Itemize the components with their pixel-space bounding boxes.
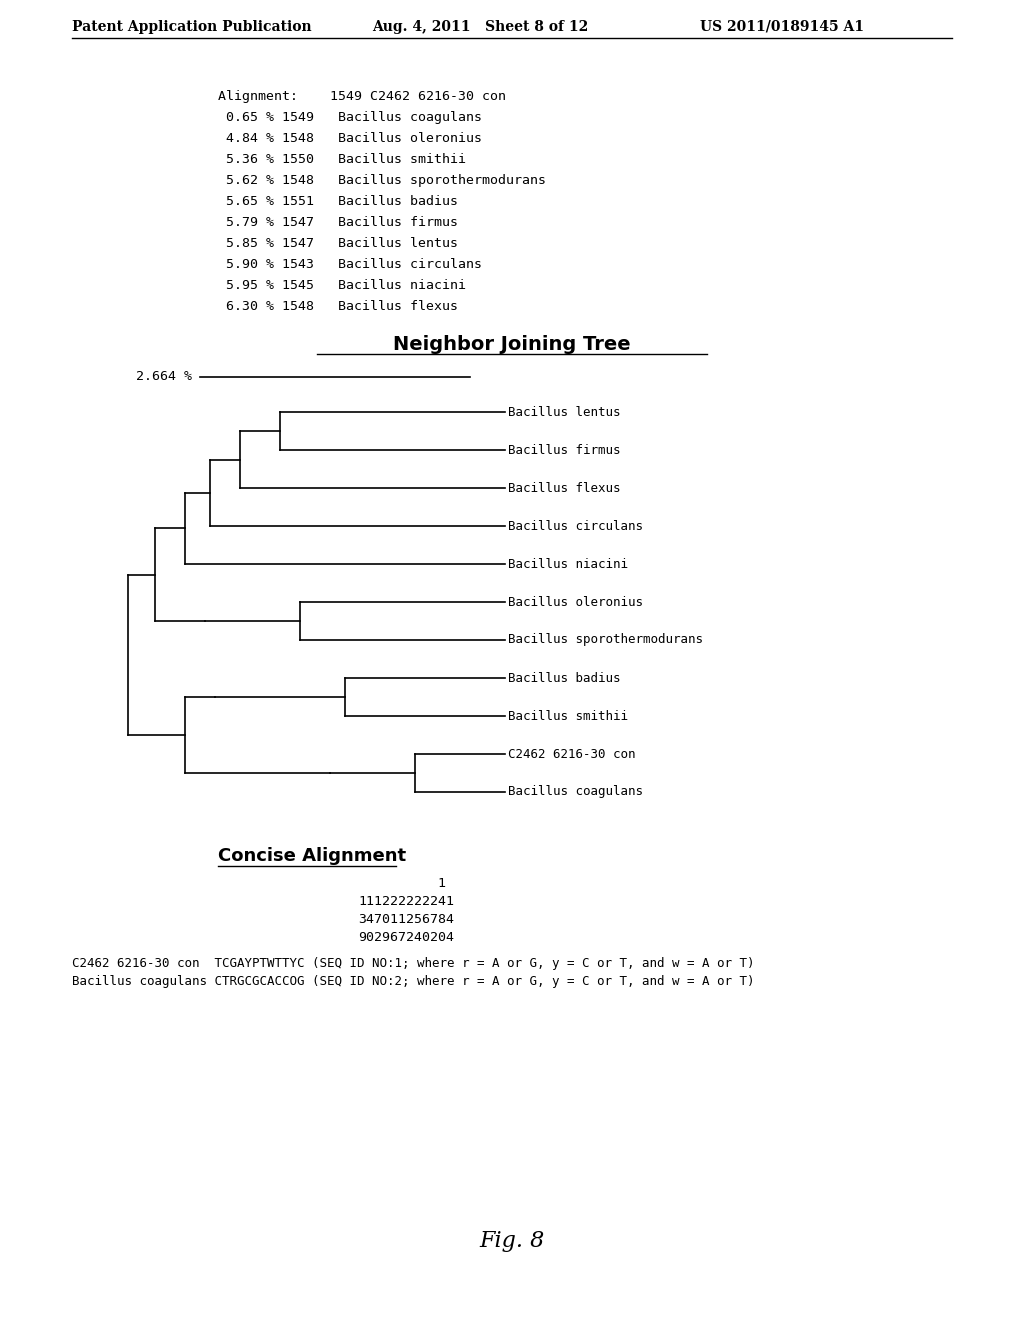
Text: Fig. 8: Fig. 8 xyxy=(479,1230,545,1251)
Text: 5.85 % 1547   Bacillus lentus: 5.85 % 1547 Bacillus lentus xyxy=(218,238,458,249)
Text: 2.664 %: 2.664 % xyxy=(136,370,193,383)
Text: 5.95 % 1545   Bacillus niacini: 5.95 % 1545 Bacillus niacini xyxy=(218,279,466,292)
Text: Bacillus oleronius: Bacillus oleronius xyxy=(508,595,643,609)
Text: Bacillus lentus: Bacillus lentus xyxy=(508,405,621,418)
Text: Bacillus circulans: Bacillus circulans xyxy=(508,520,643,532)
Text: 5.79 % 1547   Bacillus firmus: 5.79 % 1547 Bacillus firmus xyxy=(218,216,458,228)
Text: C2462 6216-30 con: C2462 6216-30 con xyxy=(508,747,636,760)
Text: Alignment:    1549 C2462 6216-30 con: Alignment: 1549 C2462 6216-30 con xyxy=(218,90,506,103)
Text: 347011256784: 347011256784 xyxy=(358,913,454,927)
Text: 6.30 % 1548   Bacillus flexus: 6.30 % 1548 Bacillus flexus xyxy=(218,300,458,313)
Text: Neighbor Joining Tree: Neighbor Joining Tree xyxy=(393,335,631,354)
Text: Bacillus badius: Bacillus badius xyxy=(508,672,621,685)
Text: Aug. 4, 2011   Sheet 8 of 12: Aug. 4, 2011 Sheet 8 of 12 xyxy=(372,20,588,34)
Text: 1: 1 xyxy=(358,876,446,890)
Text: Bacillus firmus: Bacillus firmus xyxy=(508,444,621,457)
Text: US 2011/0189145 A1: US 2011/0189145 A1 xyxy=(700,20,864,34)
Text: 4.84 % 1548   Bacillus oleronius: 4.84 % 1548 Bacillus oleronius xyxy=(218,132,482,145)
Text: 111222222241: 111222222241 xyxy=(358,895,454,908)
Text: C2462 6216-30 con  TCGAYPTWTTYC (SEQ ID NO:1; where r = A or G, y = C or T, and : C2462 6216-30 con TCGAYPTWTTYC (SEQ ID N… xyxy=(72,957,755,970)
Text: 5.65 % 1551   Bacillus badius: 5.65 % 1551 Bacillus badius xyxy=(218,195,458,209)
Text: Bacillus niacini: Bacillus niacini xyxy=(508,557,628,570)
Text: Bacillus flexus: Bacillus flexus xyxy=(508,482,621,495)
Text: 5.62 % 1548   Bacillus sporothermodurans: 5.62 % 1548 Bacillus sporothermodurans xyxy=(218,174,546,187)
Text: 902967240204: 902967240204 xyxy=(358,931,454,944)
Text: 0.65 % 1549   Bacillus coagulans: 0.65 % 1549 Bacillus coagulans xyxy=(218,111,482,124)
Text: 5.90 % 1543   Bacillus circulans: 5.90 % 1543 Bacillus circulans xyxy=(218,257,482,271)
Text: Bacillus sporothermodurans: Bacillus sporothermodurans xyxy=(508,634,703,647)
Text: Patent Application Publication: Patent Application Publication xyxy=(72,20,311,34)
Text: 5.36 % 1550   Bacillus smithii: 5.36 % 1550 Bacillus smithii xyxy=(218,153,466,166)
Text: Bacillus smithii: Bacillus smithii xyxy=(508,710,628,722)
Text: Bacillus coagulans CTRGCGCACCOG (SEQ ID NO:2; where r = A or G, y = C or T, and : Bacillus coagulans CTRGCGCACCOG (SEQ ID … xyxy=(72,975,755,987)
Text: Concise Alignment: Concise Alignment xyxy=(218,847,407,865)
Text: Bacillus coagulans: Bacillus coagulans xyxy=(508,785,643,799)
